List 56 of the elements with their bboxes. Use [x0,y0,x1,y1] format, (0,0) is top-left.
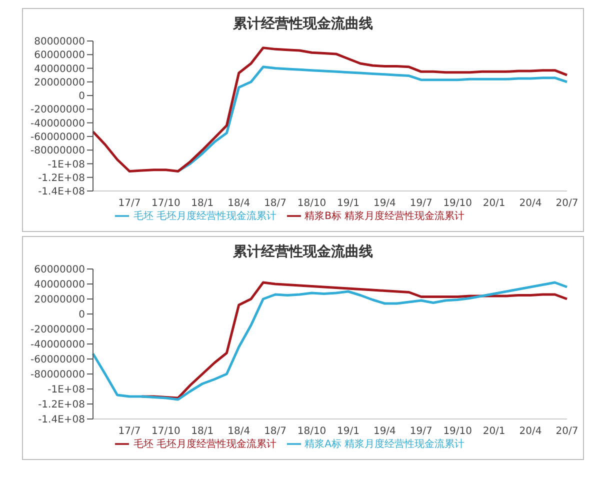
y-tick-label: 0 [78,310,85,321]
y-tick-label: 40000000 [34,64,85,75]
y-tick-label: -80000000 [30,370,85,381]
legend-label: 毛坯 毛坯月度经营性现金流累计 [133,211,277,222]
x-tick-label: 17/10 [152,426,180,438]
x-tick-label: 20/1 [482,426,506,438]
x-tick-label: 18/7 [264,426,287,438]
y-tick-label: -1E+08 [48,384,85,396]
y-tick-label: -60000000 [30,354,85,366]
line-series [92,46,568,172]
x-tick-label: 19/7 [410,198,432,210]
chart-title: 累计经营性现金流曲线 [232,14,374,34]
x-tick-label: 19/1 [336,426,360,438]
x-tick-label: 18/1 [191,198,214,210]
x-tick-label: 18/10 [297,426,326,438]
y-tick-label: -1.4E+08 [38,186,85,198]
x-tick-label: 18/4 [228,198,250,210]
y-tick-label: -40000000 [30,340,85,351]
x-tick-label: 19/1 [336,198,360,210]
y-tick-label: 80000000 [34,36,85,48]
x-tick-label: 20/7 [556,198,578,210]
legend-label: 毛坯 毛坯月度经营性现金流累计 [133,439,277,450]
y-tick-label: 60000000 [34,50,85,62]
legend-label: 精浆B标 精浆月度经营性现金流累计 [304,211,465,222]
y-tick-label: 20000000 [34,294,85,306]
x-tick-label: 19/10 [443,198,472,210]
y-tick-label: -60000000 [30,132,85,144]
x-tick-label: 17/7 [118,198,141,210]
x-tick-label: 18/7 [264,198,287,210]
x-tick-label: 18/1 [191,426,214,438]
y-tick-label: -20000000 [30,104,85,116]
y-tick-label: 40000000 [34,280,85,291]
y-tick-label: -1E+08 [48,159,85,170]
y-tick-label: 0 [78,91,85,102]
x-tick-label: 20/4 [519,426,542,438]
y-tick-label: -1.2E+08 [38,400,85,411]
y-tick-label: 20000000 [34,77,85,88]
x-tick-label: 20/1 [482,198,506,210]
x-tick-label: 19/10 [443,426,472,438]
legend-label: 精浆A标 精浆月度经营性现金流累计 [304,439,465,450]
chart-title: 累计经营性现金流曲线 [232,242,374,262]
x-tick-label: 18/10 [297,198,326,210]
y-tick-label: -40000000 [30,118,85,130]
y-tick-label: -1.4E+08 [38,414,85,426]
y-tick-label: 60000000 [34,264,85,276]
x-tick-label: 20/7 [556,426,578,438]
y-tick-label: -80000000 [30,146,85,157]
x-tick-label: 19/7 [410,426,432,438]
x-tick-label: 20/4 [519,198,542,210]
x-tick-label: 17/7 [118,426,141,438]
x-tick-label: 19/4 [373,198,396,210]
x-tick-label: 18/4 [228,426,250,438]
x-tick-label: 19/4 [373,426,396,438]
x-tick-label: 17/10 [152,198,180,210]
y-tick-label: -20000000 [30,324,85,336]
y-tick-label: -1.2E+08 [38,172,85,184]
